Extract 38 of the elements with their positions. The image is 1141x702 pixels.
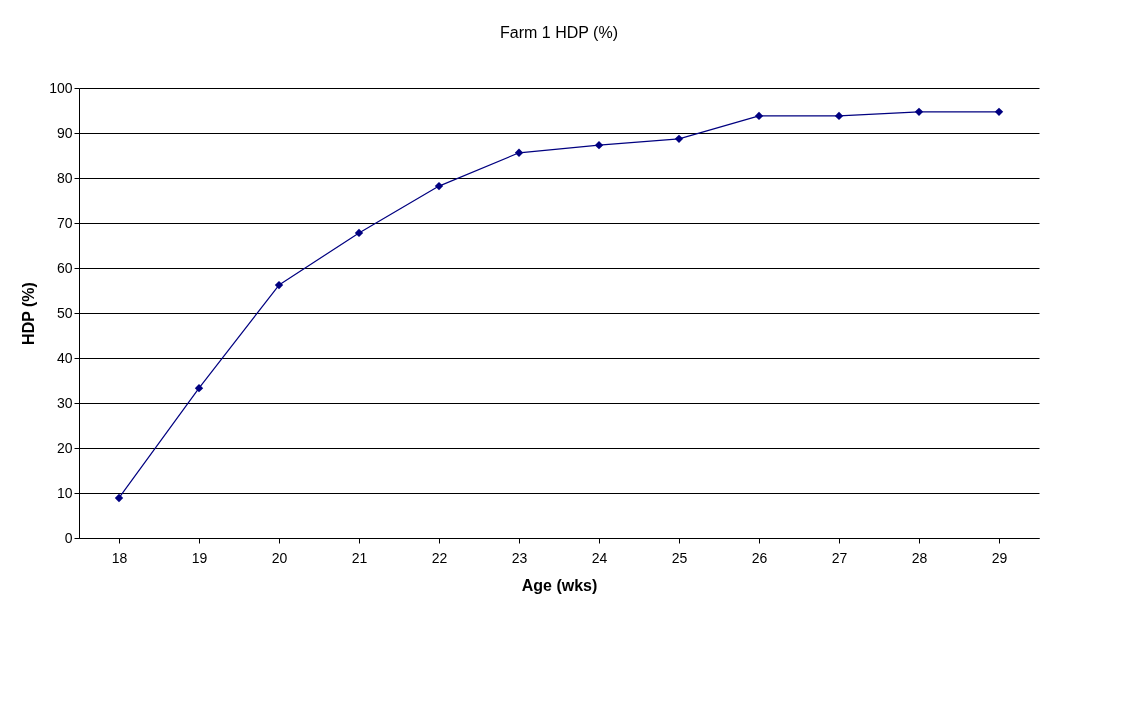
y-tick-label: 10 bbox=[56, 484, 73, 501]
x-tick-label: 27 bbox=[831, 549, 848, 566]
y-tick-label: 70 bbox=[56, 214, 73, 231]
point bbox=[274, 280, 284, 290]
y-tick-label: 50 bbox=[56, 304, 73, 321]
y-tick-label: 0 bbox=[64, 529, 73, 546]
y-tick-label: 60 bbox=[56, 259, 73, 276]
y-tick-label: 90 bbox=[56, 124, 73, 141]
x-tick-label: 28 bbox=[911, 549, 928, 566]
x-tick-label: 21 bbox=[351, 549, 368, 566]
x-tick-label: 24 bbox=[591, 549, 608, 566]
point bbox=[834, 111, 844, 121]
y-axis-title: HDP (%) bbox=[20, 282, 38, 345]
y-tick-label: 100 bbox=[49, 79, 73, 96]
x-tick-label: 25 bbox=[671, 549, 688, 566]
point bbox=[994, 107, 1004, 117]
y-tick-label: 30 bbox=[56, 394, 73, 411]
point bbox=[354, 228, 364, 238]
point bbox=[434, 181, 444, 191]
y-tick-label: 80 bbox=[56, 169, 73, 186]
x-tick-label: 22 bbox=[431, 549, 448, 566]
x-tick-label: 18 bbox=[111, 549, 128, 566]
x-tick-label: 29 bbox=[991, 549, 1008, 566]
y-tick-label: 40 bbox=[56, 349, 73, 366]
x-tick-label: 26 bbox=[751, 549, 768, 566]
y-tick-label: 20 bbox=[56, 439, 73, 456]
point bbox=[194, 383, 204, 393]
chart-title: Farm 1 HDP (%) bbox=[500, 24, 618, 41]
x-axis-title: Age (wks) bbox=[521, 576, 598, 594]
point bbox=[594, 140, 604, 150]
x-tick-label: 23 bbox=[511, 549, 528, 566]
x-tick-label: 20 bbox=[271, 549, 288, 566]
x-tick-label: 19 bbox=[191, 549, 208, 566]
point bbox=[674, 134, 684, 144]
point bbox=[114, 493, 124, 503]
point bbox=[514, 148, 524, 157]
point bbox=[754, 111, 764, 121]
point bbox=[914, 107, 924, 117]
